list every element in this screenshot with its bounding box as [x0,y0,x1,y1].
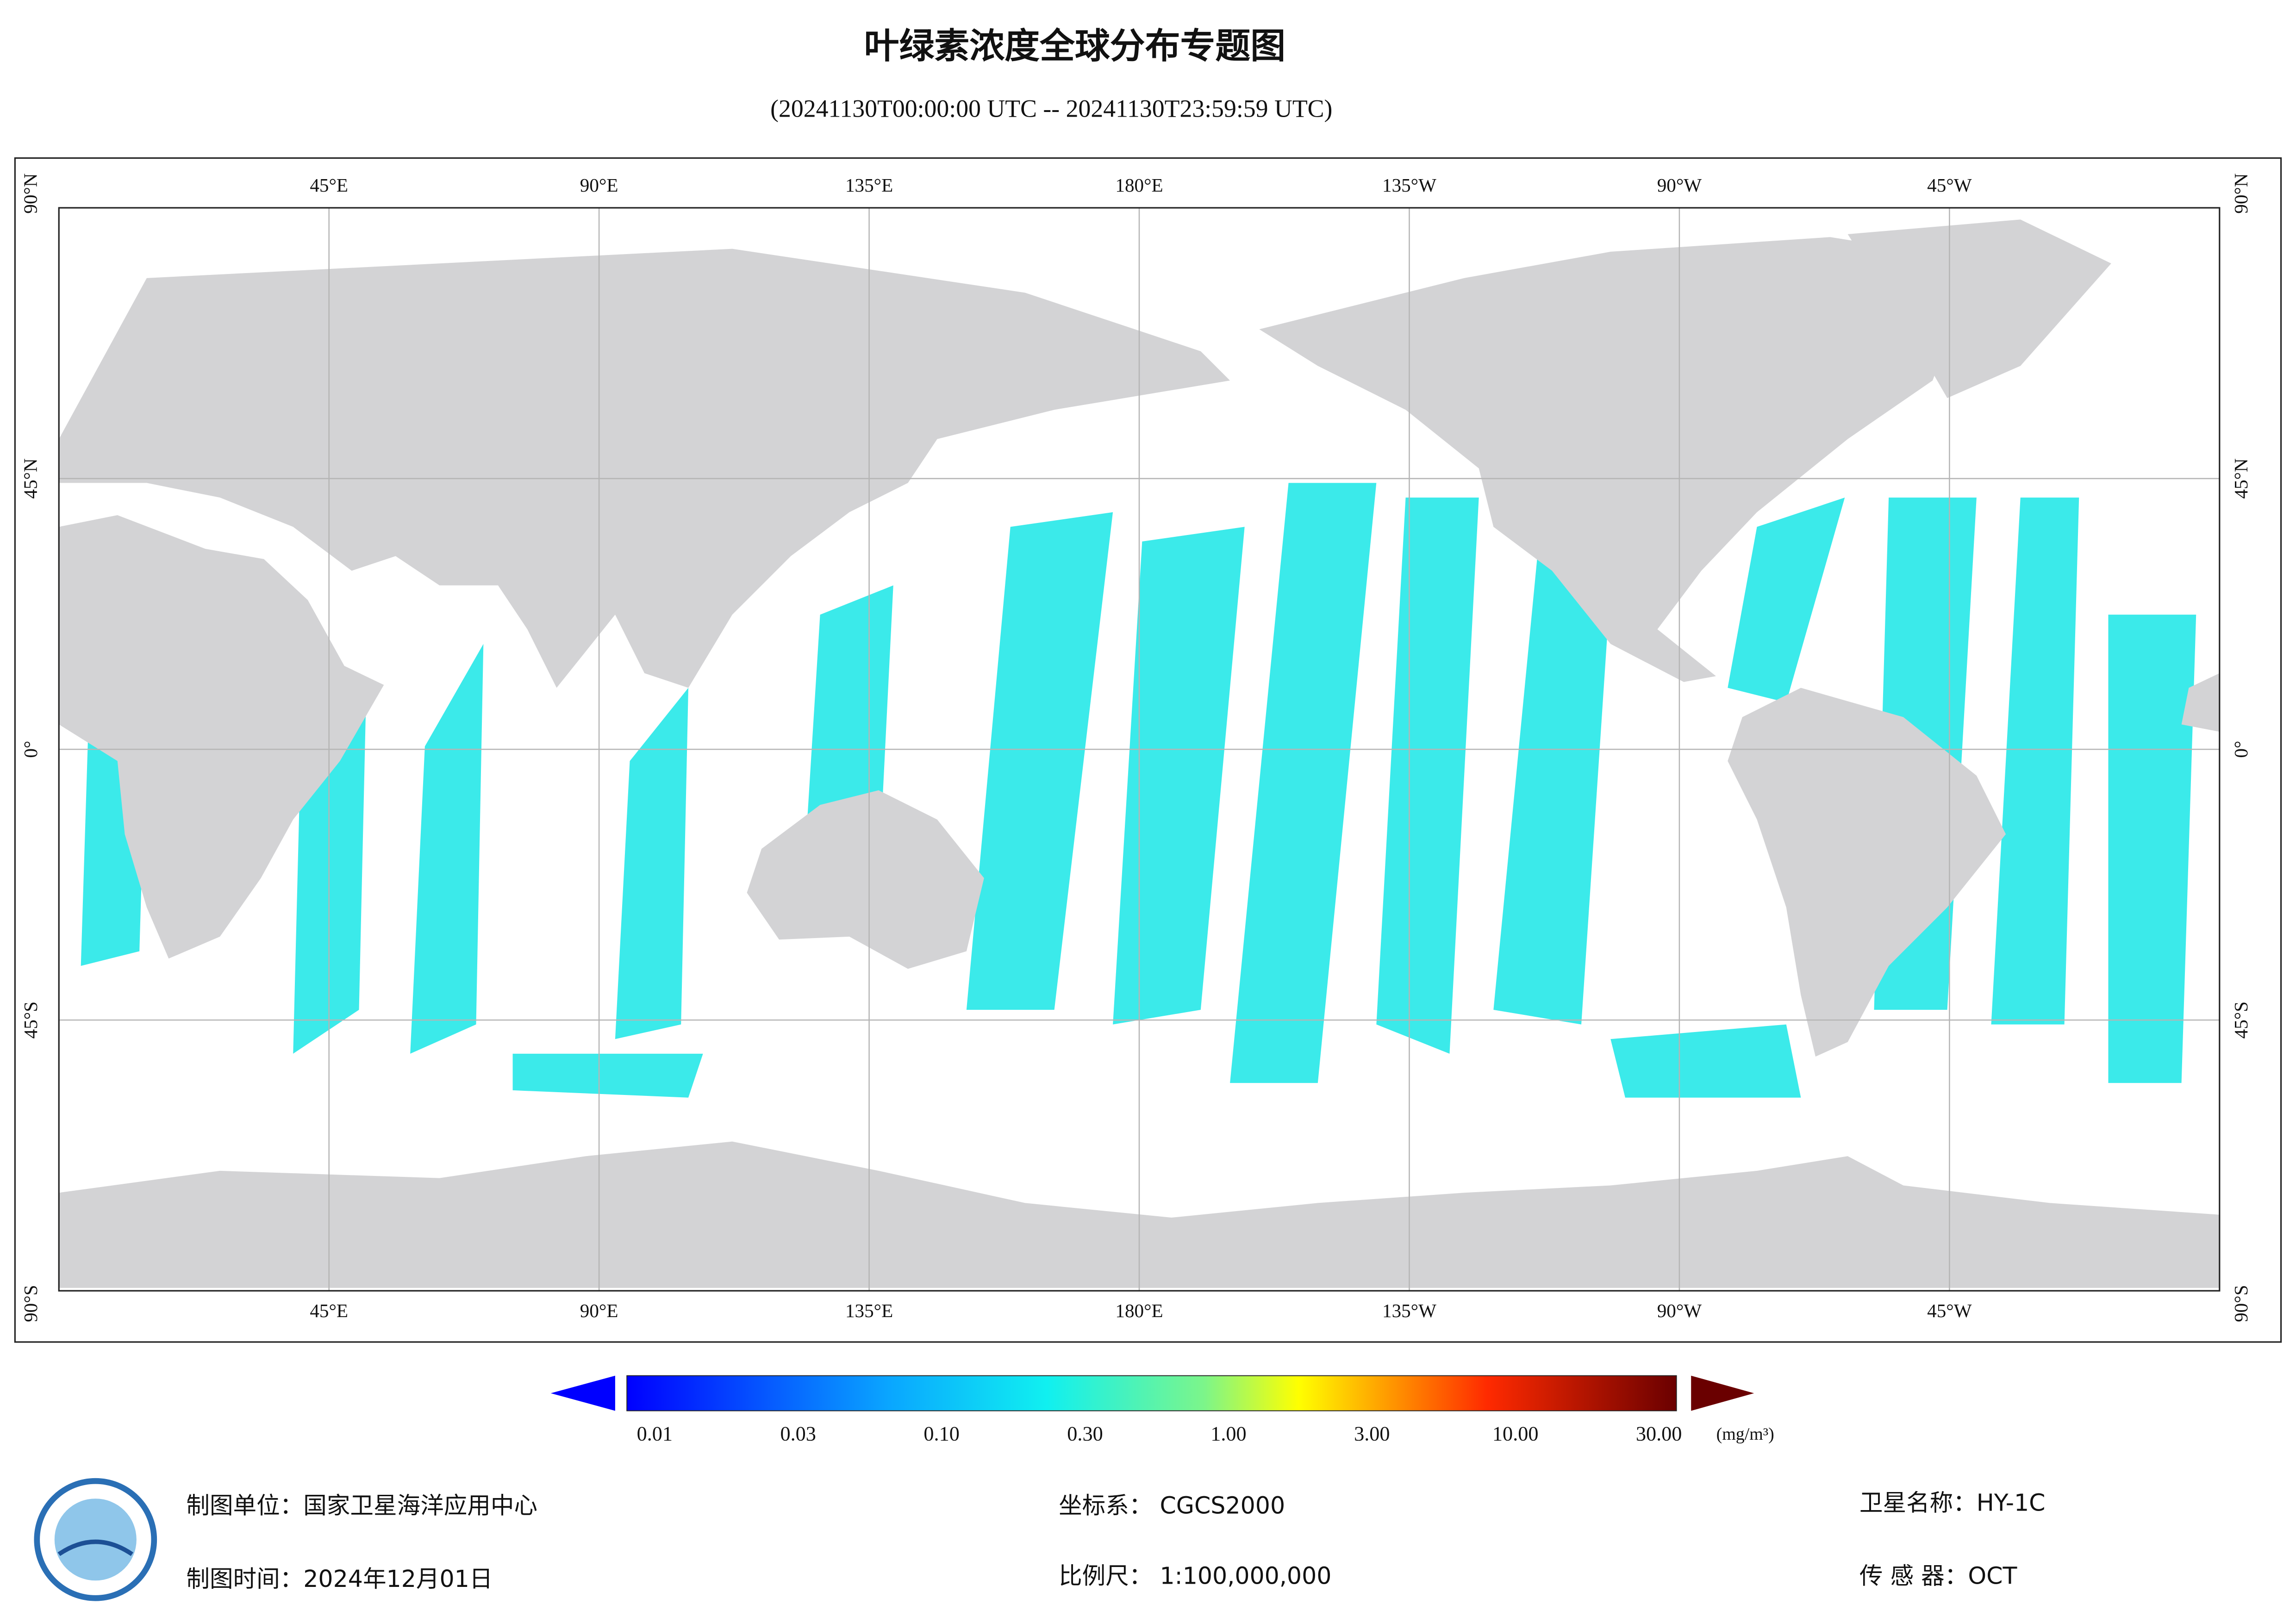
africa-west [2181,673,2220,732]
colorbar-label: 0.01 [637,1422,673,1445]
swath [512,1053,703,1098]
latitude-label-left: 90°N [20,173,41,213]
swath [1230,483,1377,1083]
swath [1610,1024,1801,1098]
longitude-label-top: 90°W [1657,174,1702,196]
map-frame [14,157,2282,1343]
australia [747,790,984,969]
longitude-label-bottom: 45°W [1927,1300,1972,1321]
longitude-label-top: 135°W [1382,174,1436,196]
colorbar-low-arrow [550,1375,615,1411]
longitude-label-top: 135°E [845,174,893,196]
latitude-label-left: 90°S [20,1285,41,1322]
swath [1728,497,1845,703]
longitude-label-bottom: 90°W [1657,1300,1702,1321]
longitude-label-bottom: 180°E [1115,1300,1163,1321]
latitude-label-right: 90°S [2230,1285,2252,1322]
swath [2108,615,2196,1083]
longitude-label-top: 45°E [310,174,348,196]
north-america [1259,237,1977,682]
longitude-label-top: 45°W [1927,174,1972,196]
longitude-label-bottom: 45°E [310,1300,348,1321]
colorbar-label: 0.30 [1067,1422,1103,1445]
longitude-label-bottom: 90°E [580,1300,618,1321]
longitude-label-bottom: 135°W [1382,1300,1436,1321]
latitude-label-right: 45°S [2230,1001,2252,1038]
sensor: 传 感 器：OCT [1859,1562,2018,1589]
title: 叶绿素浓度全球分布专题图 [864,25,1286,66]
colorbar-label: 1.00 [1210,1422,1246,1445]
swath [615,688,689,1039]
colorbar-label: 0.03 [780,1422,816,1445]
map-scale: 比例尺： 1:100,000,000 [1059,1562,1331,1589]
producer: 制图单位：国家卫星海洋应用中心 [186,1492,537,1519]
latitude-label-right: 45°N [2230,458,2252,498]
map-area [58,207,2221,1292]
latitude-label-left: 0° [20,741,41,758]
colorbar: (mg/m³) 0.01 0.03 0.10 0.30 1.00 3.00 10.00 30.… [550,1375,1774,1445]
swath [410,644,484,1054]
colorbar-label: 10.00 [1492,1422,1539,1445]
longitude-label-top: 180°E [1115,174,1163,196]
subtitle: (20241130T00:00:00 UTC -- 20241130T23:59… [770,95,1332,123]
swath [1493,556,1611,1025]
longitude-label-top: 90°E [580,174,618,196]
colorbar-label: 0.10 [923,1422,959,1445]
graticule [59,208,2220,1291]
colorbar-high-arrow [1691,1375,1754,1411]
colorbar-label: 3.00 [1354,1422,1390,1445]
latitude-label-right: 90°N [2230,173,2252,213]
swath [1113,527,1245,1025]
south-america [1728,688,2006,1057]
production-date: 制图时间：2024年12月01日 [186,1565,493,1592]
latitude-label-left: 45°S [20,1001,41,1038]
logo-wave [57,1539,134,1556]
swath [1376,497,1479,1054]
longitude-label-bottom: 135°E [845,1300,893,1321]
greenland [1847,219,2111,398]
colorbar-label: 30.00 [1636,1422,1682,1445]
colorbar-unit: (mg/m³) [1716,1424,1774,1444]
eurasia [59,249,1230,688]
logo [34,1478,157,1601]
coordinate-system: 坐标系： CGCS2000 [1059,1492,1285,1519]
africa [59,515,384,959]
satellite: 卫星名称：HY-1C [1859,1489,2046,1516]
swath [1991,497,2079,1025]
latitude-label-left: 45°N [20,458,41,498]
latitude-label-right: 0° [2230,741,2252,758]
colorbar-bar [626,1375,1677,1412]
swath [966,512,1113,1010]
map-border [58,207,2221,1292]
